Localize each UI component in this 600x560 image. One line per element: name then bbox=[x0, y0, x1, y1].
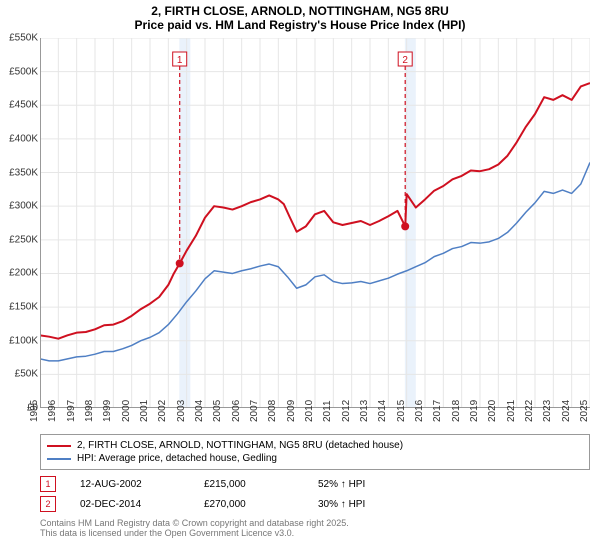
footer-line-1: Contains HM Land Registry data © Crown c… bbox=[40, 518, 590, 528]
x-tick-label: 2019 bbox=[469, 400, 480, 422]
x-tick-label: 2001 bbox=[139, 400, 150, 422]
x-tick-label: 2012 bbox=[341, 400, 352, 422]
x-tick-label: 1997 bbox=[66, 400, 77, 422]
y-tick-label: £550K bbox=[9, 33, 40, 44]
legend-swatch-1 bbox=[47, 458, 71, 460]
y-tick-label: £350K bbox=[9, 167, 40, 178]
sales-table: 1 12-AUG-2002 £215,000 52% ↑ HPI 2 02-DE… bbox=[40, 474, 590, 514]
x-tick-label: 1999 bbox=[102, 400, 113, 422]
x-tick-label: 2016 bbox=[414, 400, 425, 422]
y-tick-label: £150K bbox=[9, 302, 40, 313]
sale-hpi-1: 30% ↑ HPI bbox=[318, 499, 408, 510]
y-tick-label: £500K bbox=[9, 66, 40, 77]
title-line-2: Price paid vs. HM Land Registry's House … bbox=[0, 18, 600, 32]
x-tick-label: 2010 bbox=[304, 400, 315, 422]
y-tick-label: £300K bbox=[9, 201, 40, 212]
legend-label-1: HPI: Average price, detached house, Gedl… bbox=[77, 453, 277, 464]
sale-hpi-0: 52% ↑ HPI bbox=[318, 479, 408, 490]
sales-row-0: 1 12-AUG-2002 £215,000 52% ↑ HPI bbox=[40, 474, 590, 494]
footer: Contains HM Land Registry data © Crown c… bbox=[40, 518, 590, 538]
y-tick-label: £450K bbox=[9, 100, 40, 111]
x-tick-label: 2024 bbox=[561, 400, 572, 422]
x-tick-label: 2000 bbox=[121, 400, 132, 422]
legend-label-0: 2, FIRTH CLOSE, ARNOLD, NOTTINGHAM, NG5 … bbox=[77, 440, 403, 451]
sale-date-0: 12-AUG-2002 bbox=[80, 479, 180, 490]
x-tick-label: 2022 bbox=[524, 400, 535, 422]
sales-row-1: 2 02-DEC-2014 £270,000 30% ↑ HPI bbox=[40, 494, 590, 514]
legend-row-1: HPI: Average price, detached house, Gedl… bbox=[47, 452, 583, 465]
sale-date-1: 02-DEC-2014 bbox=[80, 499, 180, 510]
y-tick-label: £200K bbox=[9, 268, 40, 279]
x-tick-label: 2002 bbox=[157, 400, 168, 422]
x-tick-label: 1998 bbox=[84, 400, 95, 422]
x-tick-label: 2003 bbox=[176, 400, 187, 422]
sale-badge-0: 1 bbox=[40, 476, 56, 492]
sale-badge-1: 2 bbox=[40, 496, 56, 512]
sale-badge-label-0: 1 bbox=[45, 479, 50, 489]
title-block: 2, FIRTH CLOSE, ARNOLD, NOTTINGHAM, NG5 … bbox=[0, 0, 600, 32]
y-tick-label: £50K bbox=[15, 369, 40, 380]
chart-container: 2, FIRTH CLOSE, ARNOLD, NOTTINGHAM, NG5 … bbox=[0, 0, 600, 560]
x-tick-label: 2007 bbox=[249, 400, 260, 422]
chart-plot-area: 12 £0£50K£100K£150K£200K£250K£300K£350K£… bbox=[40, 38, 600, 408]
x-tick-label: 2008 bbox=[267, 400, 278, 422]
footer-line-2: This data is licensed under the Open Gov… bbox=[40, 528, 590, 538]
x-tick-label: 2017 bbox=[432, 400, 443, 422]
x-tick-label: 2011 bbox=[323, 400, 334, 422]
x-tick-label: 1995 bbox=[29, 400, 40, 422]
svg-text:2: 2 bbox=[402, 55, 408, 66]
x-tick-label: 2004 bbox=[194, 400, 205, 422]
sale-badge-label-1: 2 bbox=[45, 499, 50, 509]
svg-text:1: 1 bbox=[177, 55, 183, 66]
x-tick-label: 2014 bbox=[377, 400, 388, 422]
sale-price-1: £270,000 bbox=[204, 499, 294, 510]
y-tick-label: £250K bbox=[9, 234, 40, 245]
title-line-1: 2, FIRTH CLOSE, ARNOLD, NOTTINGHAM, NG5 … bbox=[0, 4, 600, 18]
x-tick-label: 1996 bbox=[47, 400, 58, 422]
x-tick-label: 2023 bbox=[542, 400, 553, 422]
legend-swatch-0 bbox=[47, 445, 71, 447]
x-tick-label: 2025 bbox=[579, 400, 590, 422]
x-tick-label: 2013 bbox=[359, 400, 370, 422]
y-tick-label: £100K bbox=[9, 335, 40, 346]
x-tick-label: 2006 bbox=[231, 400, 242, 422]
x-tick-label: 2015 bbox=[396, 400, 407, 422]
legend-box: 2, FIRTH CLOSE, ARNOLD, NOTTINGHAM, NG5 … bbox=[40, 434, 590, 470]
x-tick-label: 2018 bbox=[451, 400, 462, 422]
sale-price-0: £215,000 bbox=[204, 479, 294, 490]
chart-svg: 12 bbox=[40, 38, 590, 408]
x-tick-label: 2009 bbox=[286, 400, 297, 422]
x-tick-label: 2020 bbox=[487, 400, 498, 422]
x-tick-label: 2005 bbox=[212, 400, 223, 422]
legend-row-0: 2, FIRTH CLOSE, ARNOLD, NOTTINGHAM, NG5 … bbox=[47, 439, 583, 452]
y-tick-label: £400K bbox=[9, 133, 40, 144]
x-tick-label: 2021 bbox=[506, 400, 517, 422]
